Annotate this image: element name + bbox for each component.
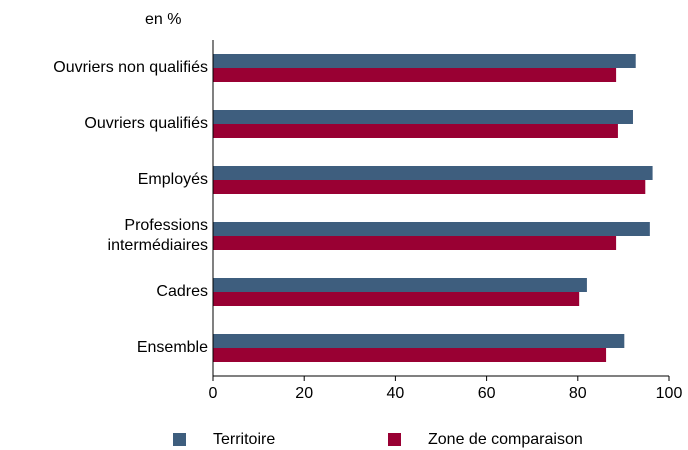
bar (213, 292, 580, 306)
bar (213, 348, 607, 362)
bar (213, 334, 625, 348)
unit-label: en % (145, 11, 181, 28)
legend-swatch (173, 433, 186, 446)
x-tick-label: 0 (209, 385, 218, 402)
legend-swatch (388, 433, 401, 446)
x-tick-label: 80 (569, 385, 587, 402)
x-tick-label: 100 (656, 385, 683, 402)
y-tick-label: Ensemble (136, 339, 208, 356)
x-tick-label: 40 (387, 385, 405, 402)
bar (213, 278, 587, 292)
y-tick-label: Cadres (156, 283, 208, 300)
bar (213, 124, 618, 138)
y-tick-label: Ouvriers qualifiés (84, 115, 208, 132)
x-tick-label: 60 (478, 385, 496, 402)
y-tick-label: Ouvriers non qualifiés (53, 59, 208, 76)
bar (213, 54, 636, 68)
bar (213, 110, 633, 124)
bar (213, 222, 650, 236)
bar (213, 166, 653, 180)
bar (213, 180, 646, 194)
y-tick-label: Professions intermédiaires (107, 217, 208, 254)
legend-label: Territoire (213, 431, 275, 448)
y-tick-label: Employés (137, 171, 208, 188)
x-tick-label: 20 (295, 385, 313, 402)
legend-label: Zone de comparaison (428, 431, 583, 448)
bar (213, 68, 617, 82)
bar (213, 236, 617, 250)
